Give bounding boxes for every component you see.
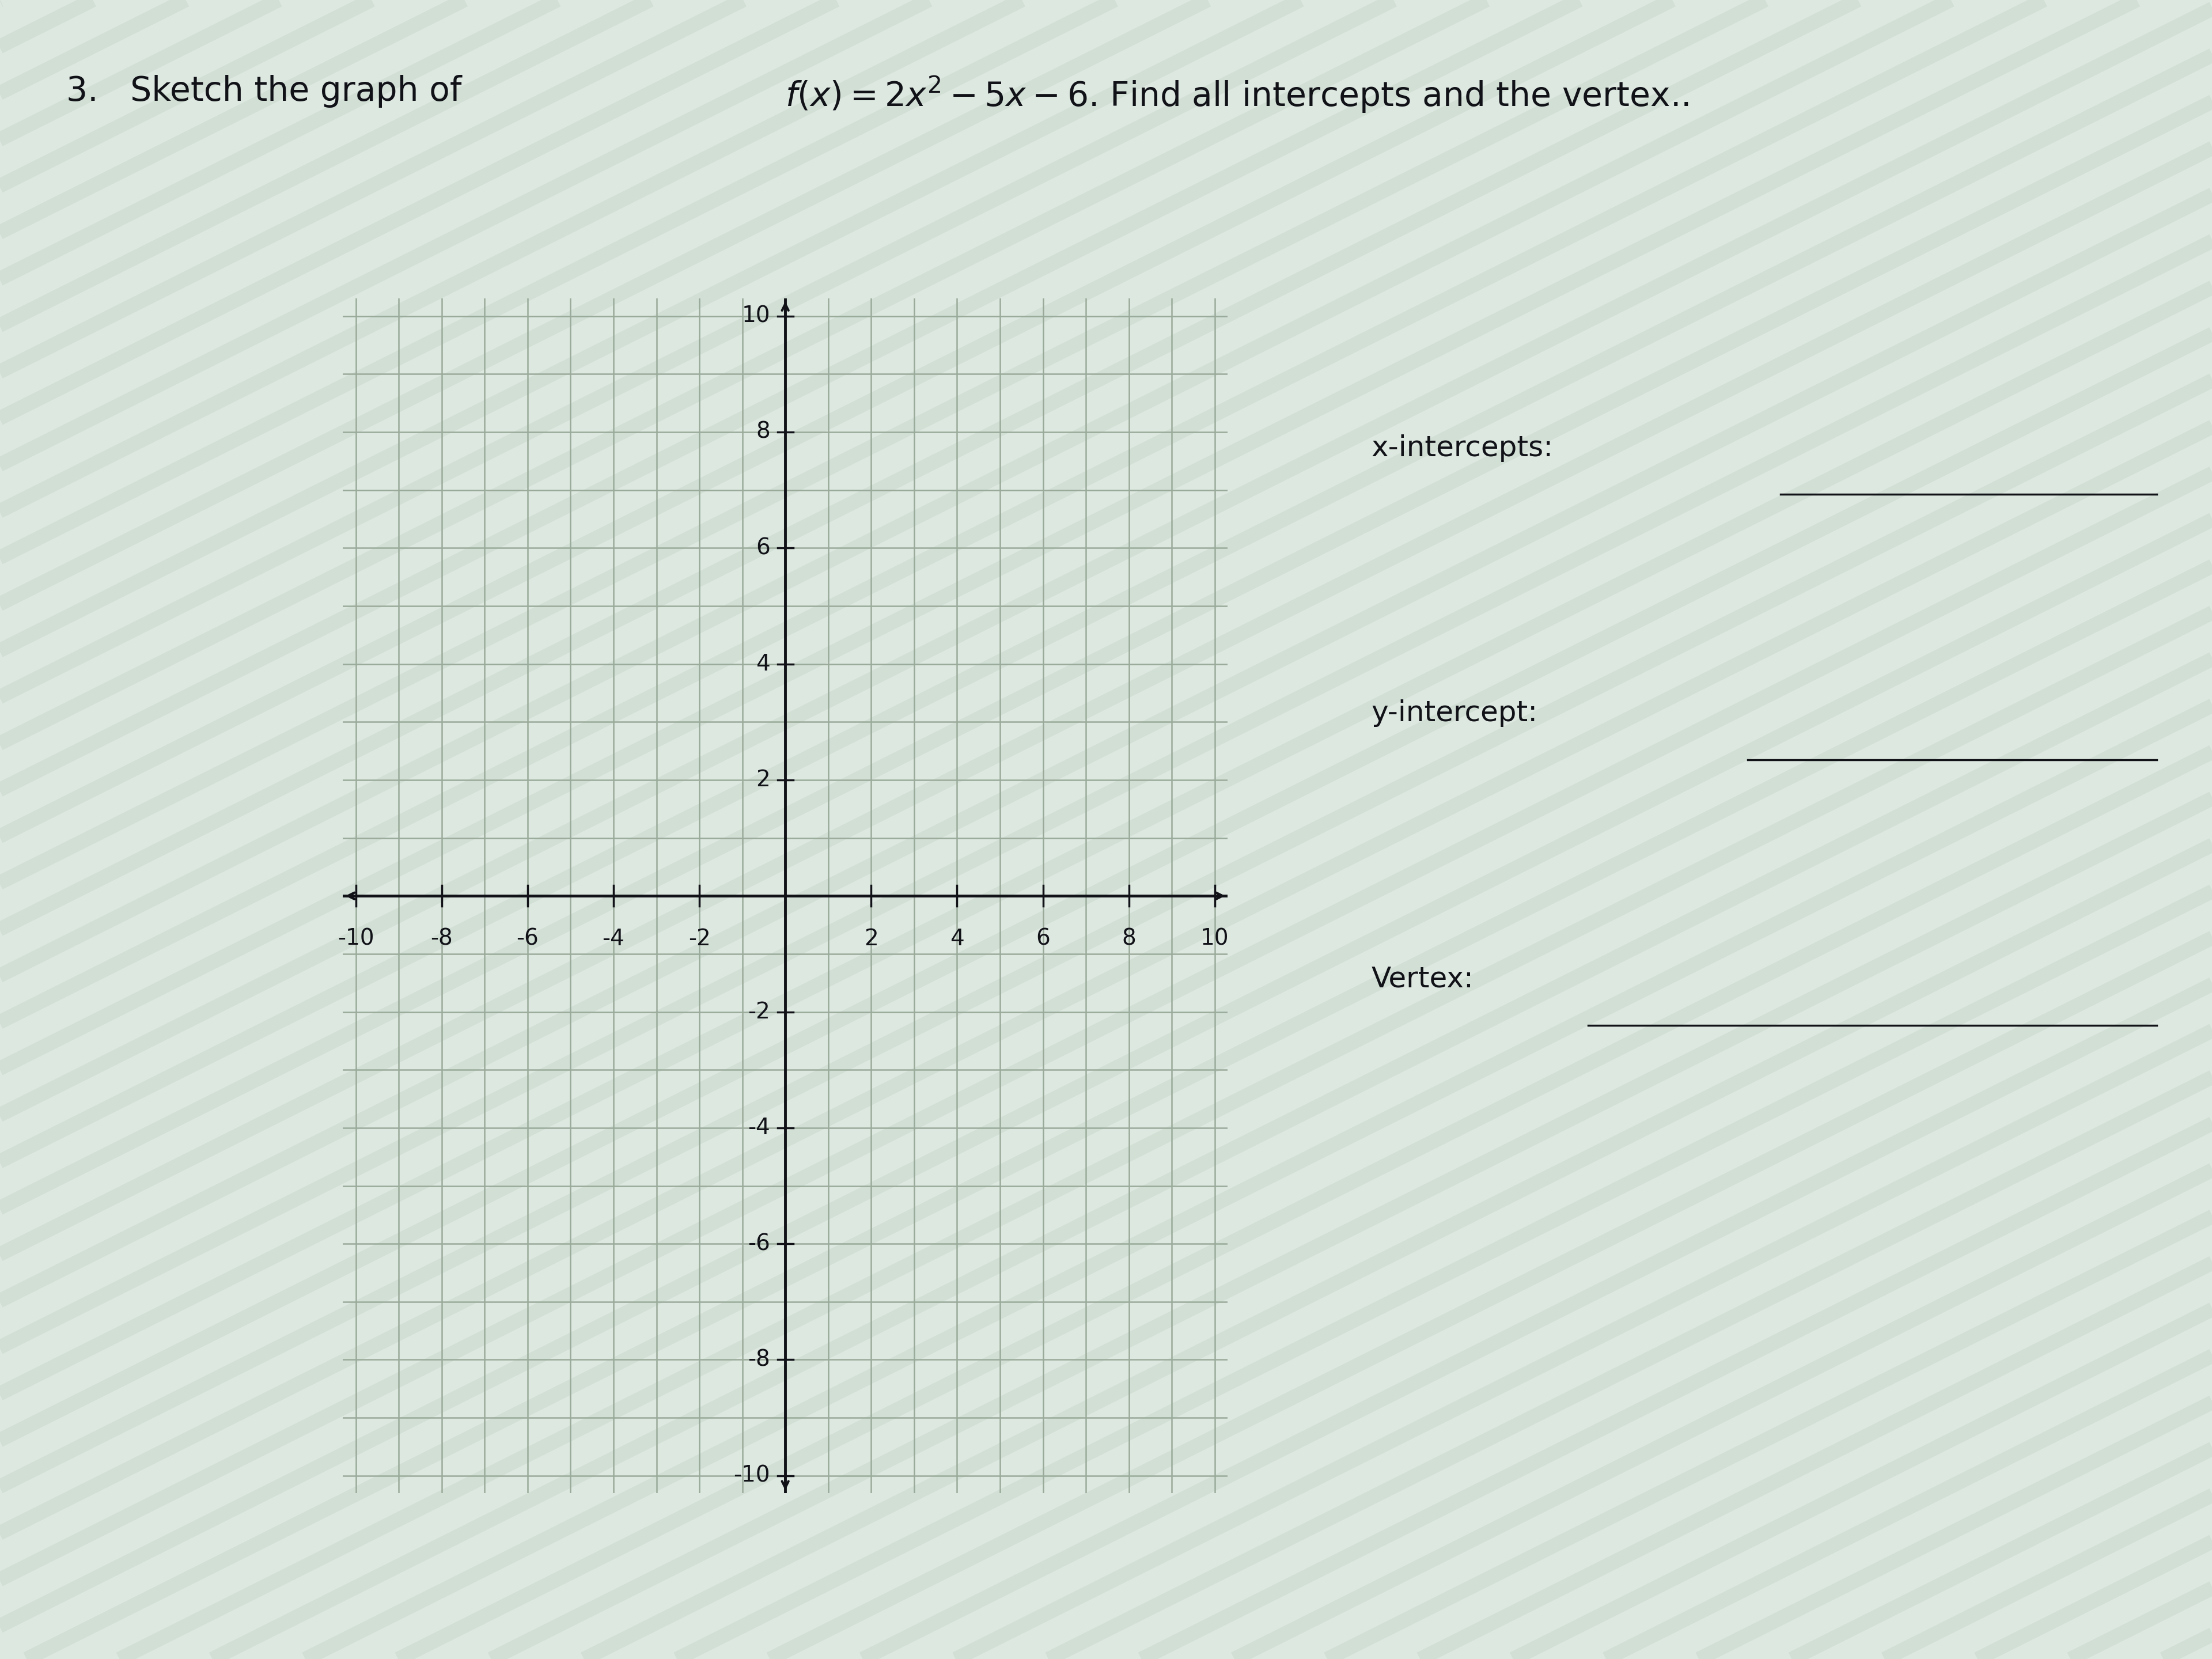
- Text: -2: -2: [688, 927, 710, 949]
- Text: -6: -6: [515, 927, 540, 949]
- Text: -10: -10: [338, 927, 374, 949]
- Text: -8: -8: [431, 927, 453, 949]
- Text: 8: 8: [757, 421, 770, 443]
- Text: Vertex:: Vertex:: [1371, 966, 1473, 992]
- Text: 8: 8: [1121, 927, 1137, 949]
- Text: 10: 10: [1201, 927, 1230, 949]
- Text: 6: 6: [1035, 927, 1051, 949]
- Text: 2: 2: [757, 768, 770, 791]
- Text: -2: -2: [748, 1000, 770, 1024]
- Text: 10: 10: [741, 305, 770, 327]
- Text: $f(x) = 2x^2 - 5x - 6$. Find all intercepts and the vertex..: $f(x) = 2x^2 - 5x - 6$. Find all interce…: [785, 75, 1690, 114]
- Text: -4: -4: [748, 1117, 770, 1138]
- Text: -6: -6: [748, 1233, 770, 1254]
- Text: 4: 4: [757, 654, 770, 675]
- Text: y-intercept:: y-intercept:: [1371, 700, 1537, 727]
- Text: -10: -10: [734, 1465, 770, 1486]
- Text: -4: -4: [602, 927, 624, 949]
- Text: x-intercepts:: x-intercepts:: [1371, 435, 1553, 461]
- Text: 2: 2: [865, 927, 878, 949]
- Text: 3.   Sketch the graph of: 3. Sketch the graph of: [66, 75, 482, 108]
- Text: -8: -8: [748, 1349, 770, 1370]
- Text: 6: 6: [757, 538, 770, 559]
- Text: 4: 4: [949, 927, 964, 949]
